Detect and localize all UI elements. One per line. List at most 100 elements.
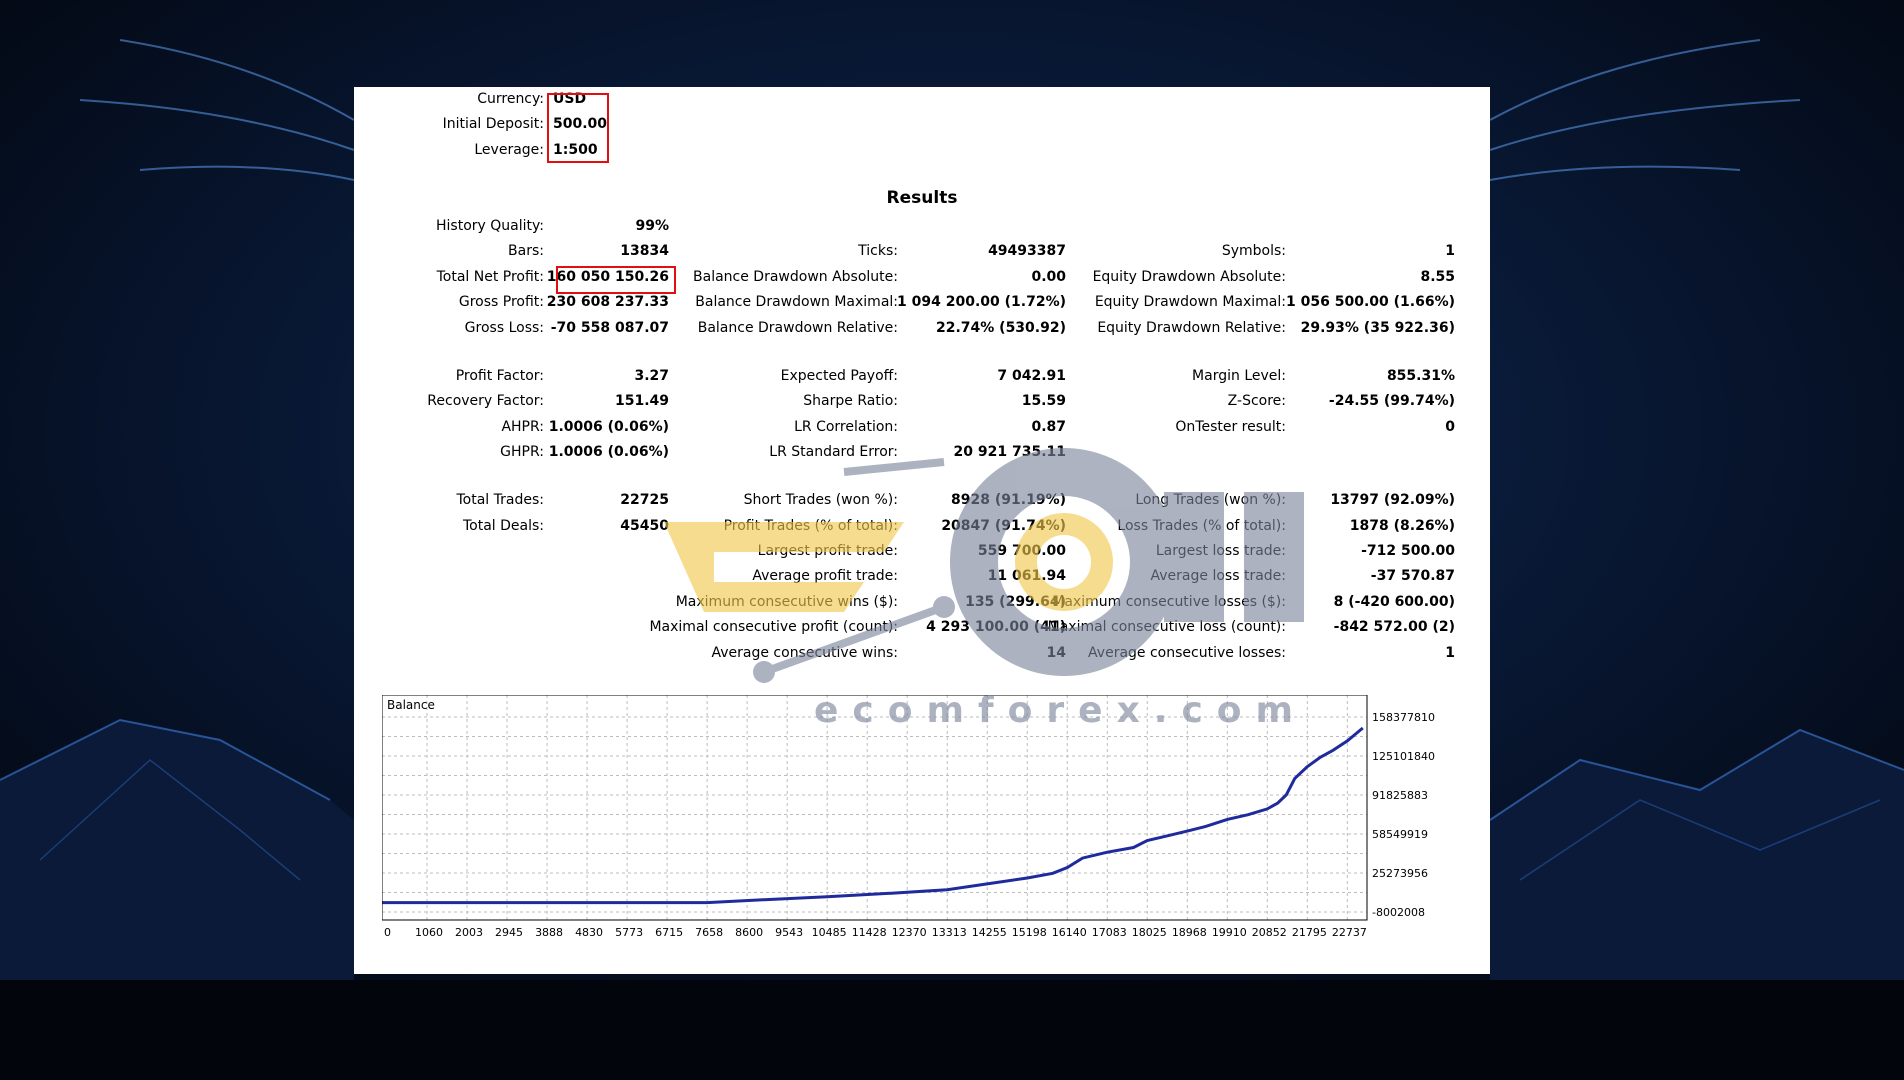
col2-label: Maximum consecutive wins ($): (675, 594, 898, 610)
col3-value: 29.93% (35 922.36) (1300, 320, 1455, 336)
col1-value: 151.49 (614, 393, 669, 409)
chart-x-tick-label: 2945 (495, 926, 523, 939)
col1-label: History Quality: (436, 218, 544, 234)
balance-chart: Balance 0 1060 2003 2945 3888 4830 5773 6715 765… (382, 695, 1435, 939)
col2-label: Maximal consecutive profit (count): (649, 619, 898, 635)
col3-label: Maximum consecutive losses ($): (1052, 594, 1286, 610)
col1-value: 3.27 (634, 368, 669, 384)
settings-label: Initial Deposit: (442, 116, 544, 132)
col2-label: Sharpe Ratio: (803, 393, 898, 409)
results-title: Results (886, 188, 958, 208)
chart-x-tick-label: 2003 (455, 926, 483, 939)
col1-label: Total Net Profit: (436, 269, 544, 285)
col3-value: 13797 (92.09%) (1330, 492, 1455, 508)
col3-label: Average loss trade: (1150, 568, 1286, 584)
col2-value: 0.87 (1031, 419, 1066, 435)
col1-label: Bars: (508, 243, 544, 259)
chart-plot-frame (382, 695, 1368, 921)
col3-value: -712 500.00 (1361, 543, 1455, 559)
chart-x-tick-label: 0 (384, 926, 391, 939)
chart-x-tick-label: 20852 (1252, 926, 1287, 939)
col2-value: 4 293 100.00 (41) (926, 619, 1066, 635)
col3-label: Largest loss trade: (1155, 543, 1286, 559)
settings-label: Leverage: (474, 142, 544, 158)
col2-label: Ticks: (858, 243, 898, 259)
chart-x-tick-label: 10485 (812, 926, 847, 939)
col1-label: Recovery Factor: (427, 393, 544, 409)
chart-y-tick-label: -8002008 (1372, 906, 1425, 919)
col3-value: 8 (-420 600.00) (1333, 594, 1455, 610)
col1-label: Gross Profit: (458, 294, 544, 310)
chart-x-tick-label: 18025 (1132, 926, 1167, 939)
col2-label: Balance Drawdown Absolute: (693, 269, 898, 285)
col1-value: 230 608 237.33 (546, 294, 669, 310)
col2-label: Expected Payoff: (780, 368, 898, 384)
chart-x-tick-label: 4830 (575, 926, 603, 939)
col1-label: Profit Factor: (455, 368, 544, 384)
col2-label: Balance Drawdown Relative: (697, 320, 898, 336)
col1-value: 160 050 150.26 (546, 269, 669, 285)
col3-value: 1 (1445, 645, 1455, 661)
col1-label: GHPR: (500, 444, 544, 460)
col2-value: 22.74% (530.92) (935, 320, 1066, 336)
col1-value: 22725 (620, 492, 669, 508)
chart-x-tick-label: 3888 (535, 926, 563, 939)
chart-x-tick-label: 21795 (1292, 926, 1327, 939)
col2-value: 8928 (91.19%) (951, 492, 1066, 508)
col2-label: Average consecutive wins: (711, 645, 898, 661)
col3-value: 1 056 500.00 (1.66%) (1286, 294, 1455, 310)
chart-x-tick-label: 13313 (932, 926, 967, 939)
col2-value: 20 921 735.11 (953, 444, 1066, 460)
chart-x-tick-label: 7658 (695, 926, 723, 939)
col2-value: 11 061.94 (987, 568, 1066, 584)
chart-x-tick-label: 5773 (615, 926, 643, 939)
chart-x-tick-label: 8600 (735, 926, 763, 939)
col1-value: 13834 (620, 243, 669, 259)
col3-label: Margin Level: (1192, 368, 1286, 384)
col3-label: Average consecutive losses: (1088, 645, 1286, 661)
col1-label: Total Trades: (456, 492, 545, 508)
col3-label: Long Trades (won %): (1135, 492, 1286, 508)
settings-value: 1:500 (553, 142, 598, 158)
col2-label: Balance Drawdown Maximal: (695, 294, 898, 310)
chart-x-tick-label: 19910 (1212, 926, 1247, 939)
col2-value: 1 094 200.00 (1.72%) (897, 294, 1066, 310)
balance-series-line (382, 726, 1364, 905)
chart-y-tick-label: 91825883 (1372, 789, 1428, 802)
col2-value: 135 (299.64) (965, 594, 1066, 610)
col3-value: 1 (1445, 243, 1455, 259)
col2-value: 7 042.91 (997, 368, 1066, 384)
col2-label: Short Trades (won %): (743, 492, 898, 508)
col2-label: LR Correlation: (794, 419, 898, 435)
col2-value: 559 700.00 (977, 543, 1066, 559)
col3-label: OnTester result: (1175, 419, 1286, 435)
col3-label: Equity Drawdown Absolute: (1092, 269, 1286, 285)
chart-grid (382, 695, 1367, 920)
settings-value: USD (553, 91, 587, 107)
col1-value: -70 558 087.07 (550, 320, 669, 336)
chart-x-tick-label: 6715 (655, 926, 683, 939)
col3-label: Equity Drawdown Relative: (1097, 320, 1286, 336)
col3-value: 1878 (8.26%) (1349, 518, 1455, 534)
col3-value: 0 (1445, 419, 1455, 435)
col3-value: -842 572.00 (2) (1333, 619, 1455, 635)
col1-value: 45450 (620, 518, 669, 534)
col3-value: 8.55 (1420, 269, 1455, 285)
col3-value: -37 570.87 (1370, 568, 1455, 584)
chart-y-tick-label: 25273956 (1372, 867, 1428, 880)
col2-label: Profit Trades (% of total): (723, 518, 898, 534)
col3-label: Loss Trades (% of total): (1117, 518, 1286, 534)
col3-value: -24.55 (99.74%) (1328, 393, 1455, 409)
chart-x-tick-label: 16140 (1052, 926, 1087, 939)
chart-y-tick-label: 58549919 (1372, 828, 1428, 841)
col2-label: LR Standard Error: (769, 444, 898, 460)
col3-value: 855.31% (1386, 368, 1455, 384)
col2-value: 15.59 (1021, 393, 1066, 409)
col1-label: Gross Loss: (464, 320, 544, 336)
chart-x-tick-label: 14255 (972, 926, 1007, 939)
chart-x-tick-label: 9543 (775, 926, 803, 939)
col1-value: 99% (635, 218, 669, 234)
settings-label: Currency: (477, 91, 544, 107)
col2-value: 0.00 (1031, 269, 1066, 285)
chart-x-tick-label: 12370 (892, 926, 927, 939)
